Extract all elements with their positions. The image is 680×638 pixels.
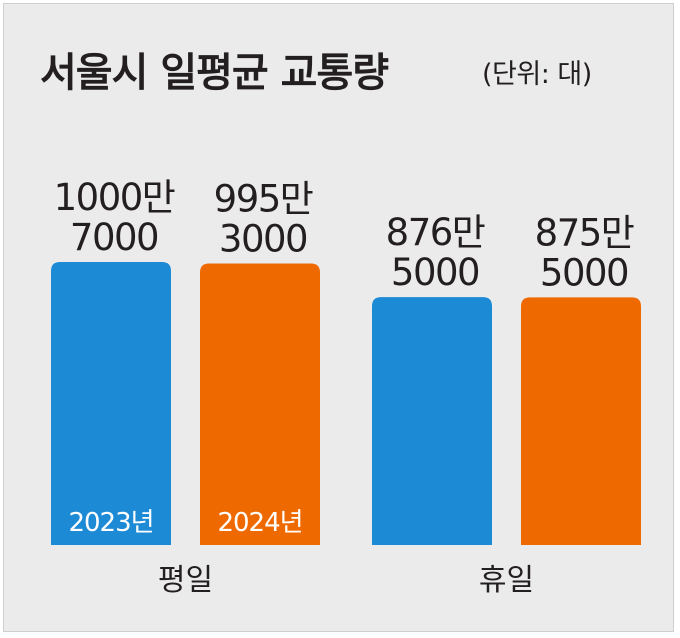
value-label-평일-2024년-line2: 3000 xyxy=(219,218,307,261)
value-label-휴일-2023년-line2: 5000 xyxy=(391,251,479,294)
chart-title: 서울시 일평균 교통량 xyxy=(40,50,389,96)
value-label-휴일-2023년-line1: 876만 xyxy=(386,211,485,254)
series-label-2024년: 2024년 xyxy=(217,508,302,538)
series-label-2023년: 2023년 xyxy=(68,508,153,538)
unit-label: (단위: 대) xyxy=(482,59,592,90)
category-label-휴일: 휴일 xyxy=(479,563,534,598)
bar-평일-2023년 xyxy=(51,262,171,545)
bar-평일-2024년 xyxy=(200,263,320,545)
value-label-휴일-2024년-line1: 875만 xyxy=(535,211,634,254)
category-label-평일: 평일 xyxy=(158,563,213,598)
value-label-평일-2023년-line1: 1000만 xyxy=(54,176,175,219)
bar-휴일-2024년 xyxy=(521,297,641,545)
value-label-휴일-2024년-line2: 5000 xyxy=(540,251,628,294)
value-label-평일-2023년-line2: 7000 xyxy=(70,216,158,259)
bar-휴일-2023년 xyxy=(372,297,492,545)
value-label-평일-2024년-line1: 995만 xyxy=(214,178,313,221)
